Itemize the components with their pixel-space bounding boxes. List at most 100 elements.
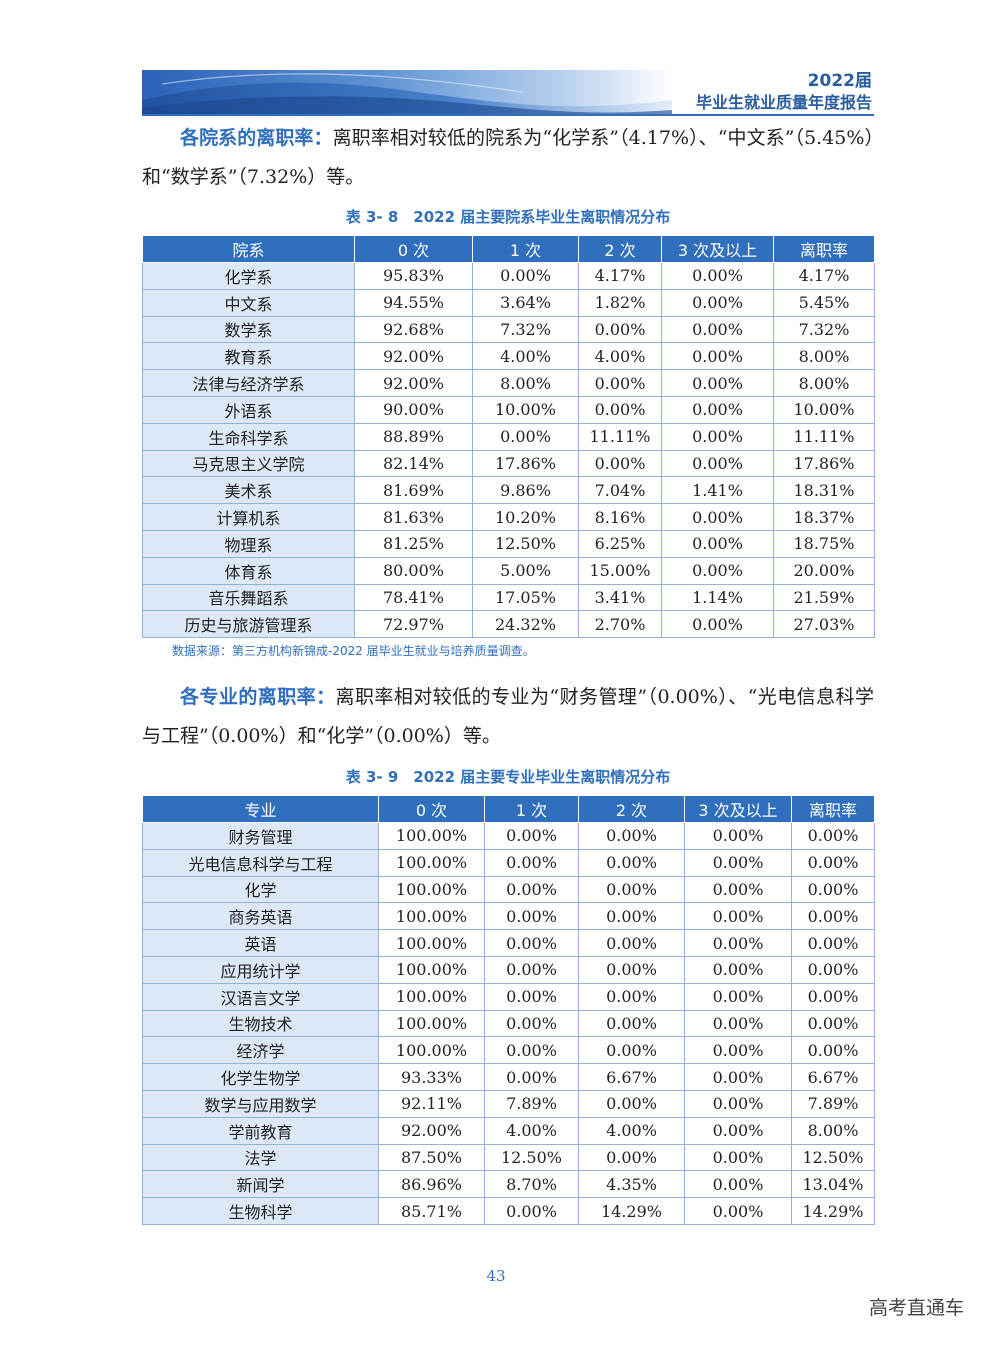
value-cell: 0.00% <box>484 902 579 931</box>
value-cell: 72.97% <box>354 610 473 639</box>
row-label-cell: 历史与旅游管理系 <box>142 610 355 639</box>
table-row: 法律与经济学系 92.00% 8.00% 0.00% 0.00% 8.00% <box>142 369 875 397</box>
value-cell: 92.00% <box>378 1116 485 1145</box>
value-cell: 0.00% <box>684 1170 792 1199</box>
value-cell: 17.86% <box>472 449 579 478</box>
value-cell: 0.00% <box>684 902 792 931</box>
value-cell: 0.00% <box>661 288 774 317</box>
row-label-cell: 光电信息科学与工程 <box>142 848 379 877</box>
value-cell: 5.00% <box>472 556 579 585</box>
table-row: 数学系 92.68% 7.32% 0.00% 0.00% 7.32% <box>142 315 875 344</box>
column-header: 1 次 <box>472 235 579 263</box>
value-cell: 0.00% <box>578 902 685 931</box>
section2-paragraph: 各专业的离职率：离职率相对较低的专业为“财务管理”（0.00%）、“光电信息科学… <box>142 678 874 756</box>
row-label-cell: 中文系 <box>142 288 355 317</box>
row-label-cell: 化学系 <box>142 262 355 290</box>
value-cell: 17.05% <box>472 583 579 612</box>
value-cell: 0.00% <box>661 610 774 639</box>
value-cell: 21.59% <box>773 583 875 612</box>
value-cell: 0.00% <box>578 315 662 344</box>
value-cell: 6.25% <box>578 529 662 558</box>
value-cell: 0.00% <box>684 982 792 1011</box>
value-cell: 0.00% <box>484 1036 579 1065</box>
value-cell: 92.00% <box>354 342 473 371</box>
value-cell: 0.00% <box>578 449 662 478</box>
column-header: 1 次 <box>484 795 579 823</box>
value-cell: 0.00% <box>684 1143 792 1172</box>
value-cell: 0.00% <box>578 1036 685 1065</box>
value-cell: 100.00% <box>378 822 485 850</box>
value-cell: 4.17% <box>773 262 875 290</box>
table-row: 教育系 92.00% 4.00% 4.00% 0.00% 8.00% <box>142 342 875 371</box>
value-cell: 0.00% <box>791 848 875 877</box>
value-cell: 93.33% <box>378 1063 485 1091</box>
value-cell: 100.00% <box>378 1036 485 1065</box>
banner-wave-graphic <box>142 70 672 114</box>
data-source-note: 数据来源：第三方机构新锦成-2022 届毕业生就业与培养质量调查。 <box>172 644 535 658</box>
section1-lead: 各院系的离职率： <box>180 127 333 149</box>
value-cell: 0.00% <box>484 982 579 1011</box>
section1-paragraph: 各院系的离职率：离职率相对较低的院系为“化学系”（4.17%）、“中文系”（5.… <box>142 119 874 197</box>
row-label-cell: 学前教育 <box>142 1116 379 1145</box>
value-cell: 0.00% <box>578 982 685 1011</box>
section2-text: 离职率相对较低的专业为“财务管理”（0.00%）、“光电信息科学与工程”（0.0… <box>142 686 874 747</box>
value-cell: 7.04% <box>578 476 662 505</box>
row-label-cell: 外语系 <box>142 395 355 424</box>
value-cell: 0.00% <box>484 822 579 850</box>
row-label-cell: 生物技术 <box>142 1009 379 1038</box>
value-cell: 4.00% <box>484 1116 579 1145</box>
value-cell: 88.89% <box>354 422 473 451</box>
value-cell: 0.00% <box>578 1089 685 1118</box>
value-cell: 0.00% <box>484 848 579 877</box>
value-cell: 0.00% <box>684 1009 792 1038</box>
value-cell: 7.32% <box>773 315 875 344</box>
row-label-cell: 汉语言文学 <box>142 982 379 1011</box>
section1-text: 离职率相对较低的院系为“化学系”（4.17%）、“中文系”（5.45%）和“数学… <box>142 127 874 188</box>
page-number: 43 <box>486 1267 506 1285</box>
value-cell: 78.41% <box>354 583 473 612</box>
value-cell: 92.68% <box>354 315 473 344</box>
table-row: 生物科学 85.71% 0.00% 14.29% 0.00% 14.29% <box>142 1197 875 1225</box>
table-row: 应用统计学 100.00% 0.00% 0.00% 0.00% 0.00% <box>142 955 875 984</box>
value-cell: 0.00% <box>472 422 579 451</box>
row-label-cell: 教育系 <box>142 342 355 371</box>
header-divider <box>142 114 874 116</box>
value-cell: 8.70% <box>484 1170 579 1199</box>
value-cell: 0.00% <box>578 929 685 957</box>
column-header: 0 次 <box>378 795 485 823</box>
value-cell: 0.00% <box>472 262 579 290</box>
value-cell: 18.37% <box>773 503 875 531</box>
column-header: 院系 <box>142 235 355 263</box>
value-cell: 94.55% <box>354 288 473 317</box>
value-cell: 81.69% <box>354 476 473 505</box>
table-row: 经济学 100.00% 0.00% 0.00% 0.00% 0.00% <box>142 1036 875 1065</box>
value-cell: 4.00% <box>578 1116 685 1145</box>
value-cell: 0.00% <box>661 529 774 558</box>
watermark-text: 高考直通车 <box>868 1297 964 1319</box>
value-cell: 90.00% <box>354 395 473 424</box>
row-label-cell: 体育系 <box>142 556 355 585</box>
column-header: 专业 <box>142 795 379 823</box>
value-cell: 13.04% <box>791 1170 875 1199</box>
value-cell: 82.14% <box>354 449 473 478</box>
value-cell: 0.00% <box>578 955 685 984</box>
value-cell: 81.25% <box>354 529 473 558</box>
table-row: 光电信息科学与工程 100.00% 0.00% 0.00% 0.00% 0.00% <box>142 848 875 877</box>
row-label-cell: 生命科学系 <box>142 422 355 451</box>
table-row: 新闻学 86.96% 8.70% 4.35% 0.00% 13.04% <box>142 1170 875 1199</box>
row-label-cell: 计算机系 <box>142 503 355 531</box>
value-cell: 100.00% <box>378 929 485 957</box>
value-cell: 4.00% <box>472 342 579 371</box>
value-cell: 0.00% <box>684 875 792 904</box>
value-cell: 0.00% <box>578 1009 685 1038</box>
value-cell: 0.00% <box>791 955 875 984</box>
column-header: 2 次 <box>578 235 662 263</box>
header-banner <box>142 70 672 114</box>
value-cell: 8.16% <box>578 503 662 531</box>
section2-lead: 各专业的离职率： <box>180 686 336 708</box>
row-label-cell: 法律与经济学系 <box>142 369 355 397</box>
row-label-cell: 新闻学 <box>142 1170 379 1199</box>
column-header: 3 次及以上 <box>684 795 792 823</box>
